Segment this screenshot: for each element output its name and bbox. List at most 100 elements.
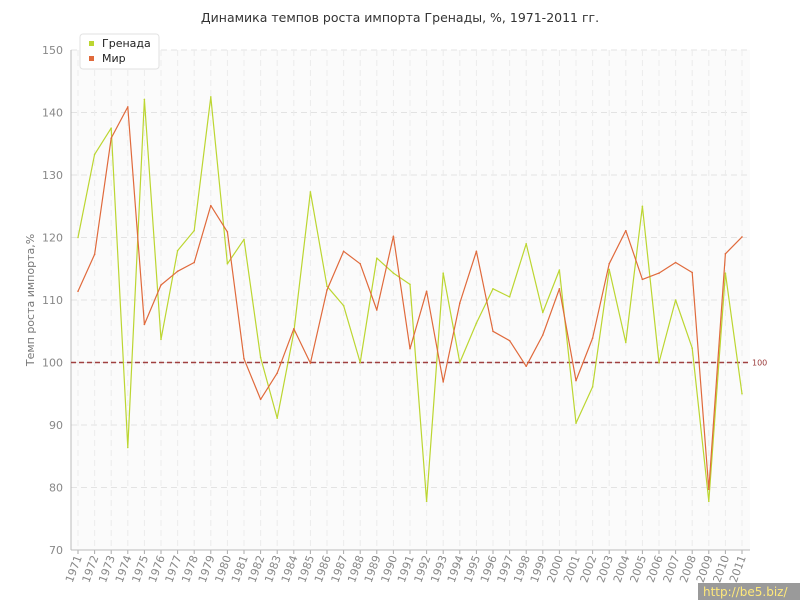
series-lines [77,96,743,503]
data-point-world [625,229,627,232]
data-point-world [425,290,428,293]
y-tick-label: 110 [42,294,63,307]
data-point-grenada [425,500,428,503]
data-point-world [276,372,279,374]
data-point-world [724,252,727,255]
data-point-grenada [575,422,577,424]
data-point-world [641,278,644,281]
y-tick-label: 120 [42,232,63,245]
data-point-grenada [176,249,179,252]
data-point-world [226,231,229,233]
data-point-world [459,302,461,304]
watermark-background [698,583,800,600]
data-point-grenada [641,205,644,208]
data-point-grenada [160,338,162,341]
y-axis-label: Темп роста импорта,% [24,234,37,367]
data-point-grenada [143,98,146,101]
data-point-grenada [475,322,478,324]
data-point-grenada [459,361,461,364]
data-point-world [376,309,378,311]
reference-line-label: 100 [752,359,767,368]
data-point-grenada [243,238,245,241]
data-point-grenada [625,341,627,344]
data-point-world [359,262,362,265]
data-point-world [608,262,610,265]
data-point-grenada [77,236,79,239]
data-point-world [127,106,129,108]
y-tick-label: 90 [49,419,63,432]
y-tick-label: 100 [42,357,63,370]
chart-title: Динамика темпов роста импорта Гренады, %… [201,10,599,25]
data-point-grenada [342,304,345,307]
data-point-world [591,337,594,339]
data-point-world [293,327,295,330]
data-point-world [309,362,312,364]
data-point-world [558,287,561,290]
data-point-world [492,330,494,333]
data-point-grenada [93,153,96,156]
data-point-world [741,236,743,238]
reference-line-group: 100 [71,359,767,368]
data-point-world [508,339,511,342]
data-point-grenada [293,331,295,334]
data-point-grenada [674,299,677,301]
data-point-world [708,488,710,491]
y-tick-label: 130 [42,169,63,182]
legend-marker-grenada [89,41,94,46]
data-point-grenada [226,262,229,265]
data-point-grenada [558,269,561,271]
grid [71,49,750,550]
data-point-world [442,381,445,383]
data-point-grenada [591,386,594,388]
legend-label-grenada: Гренада [102,37,151,50]
data-point-grenada [276,417,279,419]
data-point-grenada [724,272,727,274]
y-tick-label: 70 [49,544,63,557]
data-point-world [475,250,478,253]
legend-marker-world [89,56,94,61]
data-point-world [110,137,112,139]
data-point-world [342,250,345,253]
data-point-grenada [442,272,445,274]
y-tick-label: 150 [42,44,63,57]
data-point-grenada [210,96,212,98]
data-point-world [259,398,262,401]
data-point-world [243,357,245,360]
data-point-world [93,253,96,256]
data-point-world [658,272,660,274]
data-point-world [210,204,212,207]
data-point-grenada [409,283,411,286]
data-point-grenada [359,361,362,364]
data-point-grenada [658,361,660,364]
data-point-grenada [259,356,262,359]
data-point-grenada [508,296,511,298]
data-point-grenada [127,446,129,449]
data-point-world [326,289,328,291]
data-point-world [542,334,544,336]
data-point-grenada [691,347,693,349]
watermark[interactable]: http://be5.biz/ [703,585,788,599]
data-point-world [143,323,146,326]
data-point-grenada [326,285,328,288]
data-point-grenada [110,127,112,129]
data-point-grenada [542,311,544,314]
data-point-world [674,261,677,264]
data-point-grenada [492,287,494,290]
data-point-world [409,347,411,350]
data-point-world [575,379,577,382]
legend-box [79,33,160,70]
legend[interactable]: Гренада Мир [79,33,160,70]
data-point-grenada [741,392,743,395]
legend-label-world: Мир [102,52,126,65]
data-point-world [77,290,79,293]
data-point-world [176,270,179,273]
data-point-world [525,365,527,368]
data-point-grenada [525,242,527,245]
y-tick-label: 80 [49,482,63,495]
data-point-world [160,284,162,286]
data-point-grenada [376,257,378,259]
data-point-world [392,235,395,238]
data-point-grenada [193,229,195,232]
